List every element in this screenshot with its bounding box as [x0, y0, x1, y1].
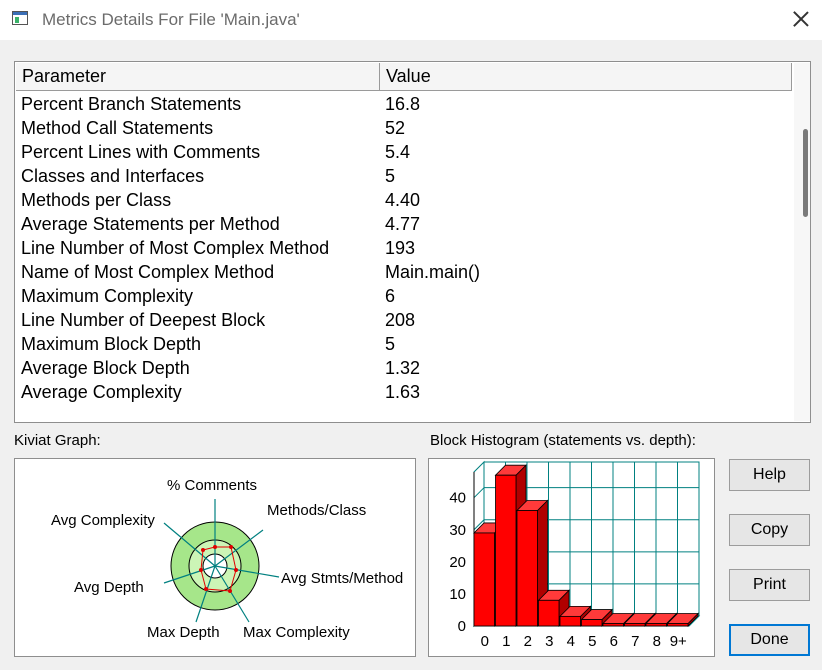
spoke-max-complexity	[214, 565, 250, 623]
axis-label-avg-stmts: Avg Stmts/Method	[281, 570, 403, 587]
scrollbar-thumb[interactable]	[803, 129, 808, 217]
metrics-rows: Percent Branch Statements 16.8 Method Cal…	[16, 92, 792, 404]
value-cell: 4.40	[385, 190, 421, 210]
value-cell: 208	[385, 310, 416, 330]
kiviat-polygon	[200, 546, 237, 592]
spoke-methods-class	[214, 529, 264, 567]
spoke-avg-complexity	[163, 522, 216, 567]
column-header-value[interactable]: Value	[380, 63, 792, 90]
value-cell: 6	[385, 286, 396, 306]
value-cell: 1.32	[385, 358, 421, 378]
value-cell: 16.8	[385, 94, 421, 114]
table-row[interactable]: Methods per Class 4.40	[16, 188, 792, 212]
value-cell: 52	[385, 118, 406, 138]
parameter-cell: Average Block Depth	[21, 358, 190, 378]
y-tick-label: 10	[449, 586, 466, 603]
print-button[interactable]: Print	[729, 569, 810, 601]
axis-label-comments: % Comments	[167, 477, 257, 494]
x-tick-label: 1	[502, 633, 510, 650]
table-row[interactable]: Percent Lines with Comments 5.4	[16, 140, 792, 164]
table-row[interactable]: Classes and Interfaces 5	[16, 164, 792, 188]
axis-label-methods-class: Methods/Class	[267, 502, 366, 519]
x-tick-label: 0	[481, 633, 489, 650]
table-row[interactable]: Average Complexity 1.63	[16, 380, 792, 404]
spoke-avg-stmts	[214, 565, 280, 578]
y-tick-label: 40	[449, 490, 466, 507]
x-tick-label: 9+	[670, 633, 687, 650]
parameter-cell: Methods per Class	[21, 190, 172, 210]
kiviat-spokes	[163, 499, 280, 623]
parameter-cell: Line Number of Most Complex Method	[21, 238, 330, 258]
parameter-cell: Percent Lines with Comments	[21, 142, 261, 162]
title-bar: Metrics Details For File 'Main.java'	[0, 0, 822, 40]
value-cell: Main.main()	[385, 262, 481, 282]
x-tick-label: 4	[567, 633, 575, 650]
table-row[interactable]: Method Call Statements 52	[16, 116, 792, 140]
y-tick-label: 30	[449, 522, 466, 539]
value-cell: 4.77	[385, 214, 421, 234]
table-row[interactable]: Percent Branch Statements 16.8	[16, 92, 792, 116]
list-header: Parameter Value	[16, 63, 792, 91]
parameter-cell: Percent Branch Statements	[21, 94, 242, 114]
parameter-cell: Method Call Statements	[21, 118, 214, 138]
value-cell: 1.63	[385, 382, 421, 402]
table-row[interactable]: Maximum Block Depth 5	[16, 332, 792, 356]
x-tick-label: 5	[588, 633, 596, 650]
help-button[interactable]: Help	[729, 459, 810, 491]
x-tick-label: 3	[545, 633, 553, 650]
grid-line-side	[473, 519, 485, 531]
y-tick-label: 20	[449, 554, 466, 571]
done-button[interactable]: Done	[729, 624, 810, 656]
axis-label-avg-depth: Avg Depth	[74, 579, 144, 596]
table-row[interactable]: Line Number of Most Complex Method 193	[16, 236, 792, 260]
axis-label-max-complexity: Max Complexity	[243, 624, 350, 641]
x-tick-label: 7	[631, 633, 639, 650]
parameter-cell: Average Complexity	[21, 382, 182, 402]
table-row[interactable]: Name of Most Complex Method Main.main()	[16, 260, 792, 284]
value-cell: 5	[385, 334, 396, 354]
window-title: Metrics Details For File 'Main.java'	[42, 10, 300, 29]
spoke-avg-depth	[163, 565, 216, 584]
metrics-list: Parameter Value Percent Branch Statement…	[14, 61, 811, 423]
parameter-cell: Average Statements per Method	[21, 214, 280, 234]
kiviat-graph-label: Kiviat Graph:	[14, 432, 101, 449]
x-tick-label: 8	[653, 633, 661, 650]
y-tick-label: 0	[458, 618, 466, 635]
value-cell: 5.4	[385, 142, 411, 162]
axis-label-avg-complexity: Avg Complexity	[51, 512, 155, 529]
table-row[interactable]: Average Statements per Method 4.77	[16, 212, 792, 236]
table-row[interactable]: Maximum Complexity 6	[16, 284, 792, 308]
column-header-parameter[interactable]: Parameter	[16, 63, 380, 90]
parameter-cell: Maximum Block Depth	[21, 334, 202, 354]
vertical-scrollbar[interactable]	[794, 63, 810, 421]
parameter-cell: Name of Most Complex Method	[21, 262, 275, 282]
grid-line-side	[473, 487, 485, 499]
histogram-bar	[580, 608, 613, 627]
value-cell: 5	[385, 166, 396, 186]
histogram-bar	[666, 612, 699, 627]
parameter-cell: Maximum Complexity	[21, 286, 194, 306]
x-tick-label: 6	[610, 633, 618, 650]
axis-label-max-depth: Max Depth	[147, 624, 220, 641]
histogram-bar	[516, 499, 549, 627]
window-icon	[12, 11, 28, 25]
value-cell: 193	[385, 238, 416, 258]
kiviat-vertex-markers	[199, 545, 238, 593]
parameter-cell: Line Number of Deepest Block	[21, 310, 266, 330]
table-row[interactable]: Line Number of Deepest Block 208	[16, 308, 792, 332]
block-histogram: 0 10 20 30 40 0 1 2 3 4 5 6 7 8 9+	[428, 458, 715, 657]
close-icon[interactable]	[790, 8, 812, 30]
copy-button[interactable]: Copy	[729, 514, 810, 546]
floor-line	[688, 615, 700, 627]
x-tick-label: 2	[524, 633, 532, 650]
kiviat-svg: % Comments Methods/Class Avg Stmts/Metho…	[51, 477, 403, 641]
parameter-cell: Classes and Interfaces	[21, 166, 205, 186]
spoke-max-depth	[195, 565, 216, 623]
kiviat-graph: % Comments Methods/Class Avg Stmts/Metho…	[14, 458, 416, 657]
block-histogram-label: Block Histogram (statements vs. depth):	[430, 432, 696, 449]
table-row[interactable]: Average Block Depth 1.32	[16, 356, 792, 380]
